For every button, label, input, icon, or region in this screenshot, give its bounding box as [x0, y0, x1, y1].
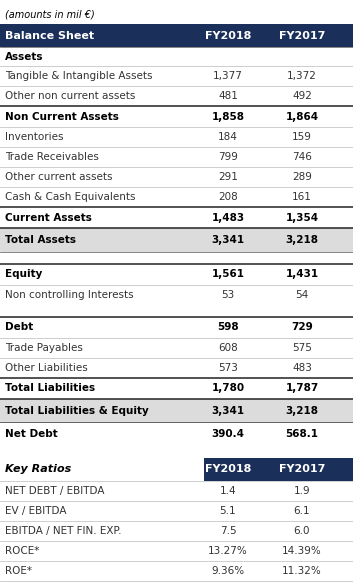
Text: EV / EBITDA: EV / EBITDA [5, 506, 66, 516]
Text: 7.5: 7.5 [220, 526, 236, 536]
Text: 1,377: 1,377 [213, 71, 243, 81]
Text: Debt: Debt [5, 322, 33, 332]
Text: 483: 483 [292, 363, 312, 373]
Text: 9.36%: 9.36% [211, 566, 245, 576]
Text: 1,354: 1,354 [286, 213, 318, 223]
Text: Other non current assets: Other non current assets [5, 91, 135, 101]
Text: 746: 746 [292, 152, 312, 162]
Text: 53: 53 [221, 289, 235, 300]
Text: 1,858: 1,858 [211, 112, 245, 122]
Text: (amounts in mil €): (amounts in mil €) [5, 9, 95, 19]
Text: 13.27%: 13.27% [208, 546, 248, 556]
Text: 1,483: 1,483 [211, 213, 245, 223]
Text: 1,431: 1,431 [286, 269, 318, 279]
Text: 159: 159 [292, 132, 312, 142]
Text: 208: 208 [218, 192, 238, 202]
Text: 291: 291 [218, 172, 238, 182]
Bar [0, 399, 353, 423]
Text: 11.32%: 11.32% [282, 566, 322, 576]
Text: ROCE*: ROCE* [5, 546, 40, 556]
Text: 568.1: 568.1 [286, 429, 318, 439]
Text: Key Ratios: Key Ratios [5, 464, 71, 474]
Text: 1.9: 1.9 [294, 486, 310, 496]
Text: 729: 729 [291, 322, 313, 332]
Text: 161: 161 [292, 192, 312, 202]
Text: 492: 492 [292, 91, 312, 101]
Bar [0, 24, 353, 47]
Text: FY2017: FY2017 [279, 30, 325, 40]
Text: Total Liabilities: Total Liabilities [5, 383, 95, 393]
Text: 3,341: 3,341 [211, 235, 245, 245]
Text: 289: 289 [292, 172, 312, 182]
Text: FY2017: FY2017 [279, 464, 325, 474]
Text: 575: 575 [292, 343, 312, 353]
Text: 54: 54 [295, 289, 309, 300]
Text: 1,372: 1,372 [287, 71, 317, 81]
Text: Total Liabilities & Equity: Total Liabilities & Equity [5, 406, 149, 415]
Text: Trade Receivables: Trade Receivables [5, 152, 99, 162]
Text: FY2018: FY2018 [205, 30, 251, 40]
Text: 608: 608 [218, 343, 238, 353]
Text: Non controlling Interests: Non controlling Interests [5, 289, 134, 300]
Text: 184: 184 [218, 132, 238, 142]
Text: 573: 573 [218, 363, 238, 373]
Bar [204, 458, 353, 481]
Text: Equity: Equity [5, 269, 42, 279]
Text: 1,780: 1,780 [211, 383, 245, 393]
Text: Non Current Assets: Non Current Assets [5, 112, 119, 122]
Text: 390.4: 390.4 [211, 429, 245, 439]
Text: 598: 598 [217, 322, 239, 332]
Text: Current Assets: Current Assets [5, 213, 92, 223]
Text: Other Liabilities: Other Liabilities [5, 363, 88, 373]
Text: ROE*: ROE* [5, 566, 32, 576]
Text: 1.4: 1.4 [220, 486, 236, 496]
Text: Assets: Assets [5, 52, 43, 62]
Text: 3,218: 3,218 [286, 406, 318, 415]
Text: 5.1: 5.1 [220, 506, 236, 516]
Text: Inventories: Inventories [5, 132, 64, 142]
Text: 14.39%: 14.39% [282, 546, 322, 556]
Text: Cash & Cash Equivalents: Cash & Cash Equivalents [5, 192, 136, 202]
Text: 3,218: 3,218 [286, 235, 318, 245]
Bar [0, 458, 353, 481]
Text: Other current assets: Other current assets [5, 172, 113, 182]
Text: 1,787: 1,787 [285, 383, 319, 393]
Text: 799: 799 [218, 152, 238, 162]
Text: Tangible & Intangible Assets: Tangible & Intangible Assets [5, 71, 152, 81]
Text: EBITDA / NET FIN. EXP.: EBITDA / NET FIN. EXP. [5, 526, 121, 536]
Text: 1,864: 1,864 [286, 112, 318, 122]
Text: Balance Sheet: Balance Sheet [5, 30, 94, 40]
Text: FY2018: FY2018 [205, 464, 251, 474]
Text: Total Assets: Total Assets [5, 235, 76, 245]
Text: 481: 481 [218, 91, 238, 101]
Text: Net Debt: Net Debt [5, 429, 58, 439]
Text: 6.0: 6.0 [294, 526, 310, 536]
Text: 3,341: 3,341 [211, 406, 245, 415]
Text: Trade Payables: Trade Payables [5, 343, 83, 353]
Text: NET DEBT / EBITDA: NET DEBT / EBITDA [5, 486, 104, 496]
Text: 1,561: 1,561 [211, 269, 245, 279]
Bar [0, 229, 353, 252]
Text: 6.1: 6.1 [294, 506, 310, 516]
